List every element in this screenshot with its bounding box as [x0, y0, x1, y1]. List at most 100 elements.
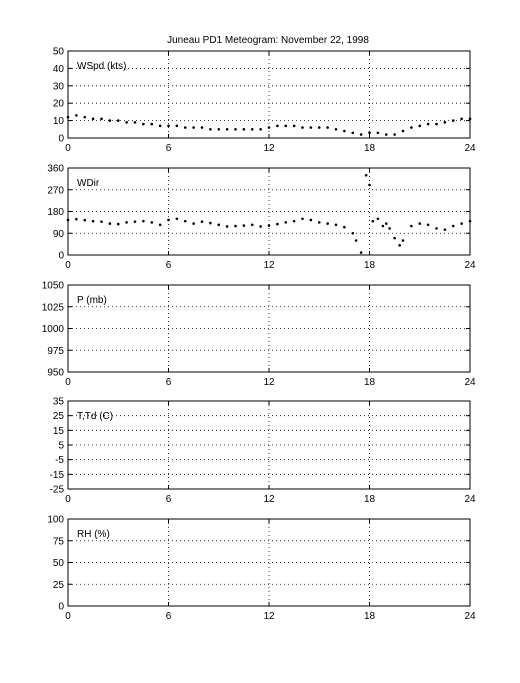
data-point: [267, 224, 271, 227]
x-tick-label: 6: [166, 611, 172, 622]
data-point: [292, 124, 296, 128]
data-point: [317, 221, 321, 224]
x-tick-label: 6: [166, 143, 172, 154]
y-tick-label: 975: [47, 346, 64, 357]
data-point: [410, 126, 413, 129]
series-1: [66, 114, 472, 136]
data-point: [376, 217, 380, 221]
data-point: [234, 128, 237, 131]
y-tick-label: 1025: [42, 302, 65, 313]
x-tick-label: 6: [166, 377, 172, 388]
x-tick-label: 12: [263, 143, 275, 154]
data-point: [150, 122, 154, 126]
panel-4: 0 6 12 18 24 -25 -15 -5 5 15 25 35 T,Td (C): [50, 397, 476, 506]
data-point: [75, 114, 78, 117]
y-tick-label: 25: [53, 411, 65, 422]
data-point: [343, 129, 346, 133]
y-tick-label: 15: [53, 426, 65, 437]
x-tick-label: 18: [364, 260, 376, 271]
data-point: [267, 126, 271, 129]
data-point: [309, 126, 313, 129]
data-point: [351, 231, 355, 235]
y-tick-label: 180: [47, 207, 64, 218]
data-point: [209, 221, 212, 225]
data-point: [326, 222, 329, 225]
data-point: [158, 223, 162, 227]
data-point: [326, 126, 329, 129]
data-point: [167, 124, 170, 128]
data-point: [158, 124, 162, 128]
data-point: [418, 222, 422, 225]
data-point: [175, 124, 179, 128]
data-point: [125, 121, 128, 124]
data-point: [451, 224, 455, 228]
data-point: [83, 218, 87, 222]
panel-label: RH (%): [77, 529, 110, 540]
data-point: [200, 126, 204, 129]
data-point: [384, 133, 388, 136]
panel-5: 0 6 12 18 24 0 25 50 75 100 RH (%): [47, 515, 476, 623]
x-tick-label: 18: [364, 494, 376, 505]
data-point: [234, 224, 237, 228]
data-point: [301, 126, 304, 129]
data-point: [142, 122, 145, 126]
x-tick-label: 12: [263, 494, 275, 505]
data-point: [125, 221, 128, 224]
panel-label: WSpd (kts): [77, 61, 126, 72]
data-point: [276, 222, 279, 226]
y-tick-label: 0: [58, 251, 64, 262]
data-point: [334, 128, 338, 131]
data-point: [100, 220, 103, 223]
data-point: [284, 221, 288, 224]
x-tick-label: 24: [464, 143, 476, 154]
data-point: [192, 126, 195, 129]
data-point: [435, 122, 438, 126]
data-point: [410, 224, 413, 228]
y-tick-label: 1000: [42, 324, 65, 335]
data-point: [351, 131, 355, 135]
x-tick-label: 6: [166, 494, 172, 505]
data-point: [426, 122, 430, 126]
data-point: [217, 223, 221, 227]
data-point: [368, 131, 371, 135]
data-point: [376, 131, 380, 135]
y-tick-label: 75: [53, 536, 65, 547]
panel-label: T,Td (C): [77, 411, 113, 422]
x-tick-label: 0: [65, 377, 71, 388]
data-point: [259, 225, 262, 228]
data-point: [359, 251, 363, 254]
x-tick-label: 18: [364, 143, 376, 154]
data-point: [334, 223, 338, 227]
x-tick-label: 0: [65, 260, 71, 271]
data-point: [150, 221, 154, 224]
y-tick-label: 1050: [42, 281, 65, 292]
y-tick-label: 50: [53, 47, 65, 58]
x-tick-label: 12: [263, 611, 275, 622]
y-tick-label: 50: [53, 558, 65, 569]
y-tick-label: 950: [47, 368, 64, 379]
data-point: [343, 225, 346, 229]
data-point: [384, 222, 388, 225]
data-point: [250, 223, 254, 227]
panel-label: P (mb): [77, 295, 107, 306]
y-tick-label: 360: [47, 164, 64, 175]
data-point: [371, 219, 375, 223]
data-point: [317, 126, 321, 129]
data-point: [209, 128, 212, 131]
data-point: [116, 222, 120, 226]
data-point: [292, 219, 296, 223]
panel-2: 0 6 12 18 24 0 90 180 270 360 WDir: [47, 164, 476, 272]
x-tick-label: 24: [464, 611, 476, 622]
x-tick-label: 12: [263, 260, 275, 271]
x-tick-label: 18: [364, 611, 376, 622]
data-point: [401, 239, 405, 242]
data-point: [183, 126, 187, 129]
y-tick-label: 30: [53, 81, 65, 92]
data-point: [108, 222, 112, 225]
panel-label: WDir: [77, 178, 100, 189]
data-point: [242, 224, 246, 227]
data-point: [401, 129, 405, 133]
data-point: [276, 124, 279, 128]
y-tick-label: 35: [53, 397, 65, 408]
